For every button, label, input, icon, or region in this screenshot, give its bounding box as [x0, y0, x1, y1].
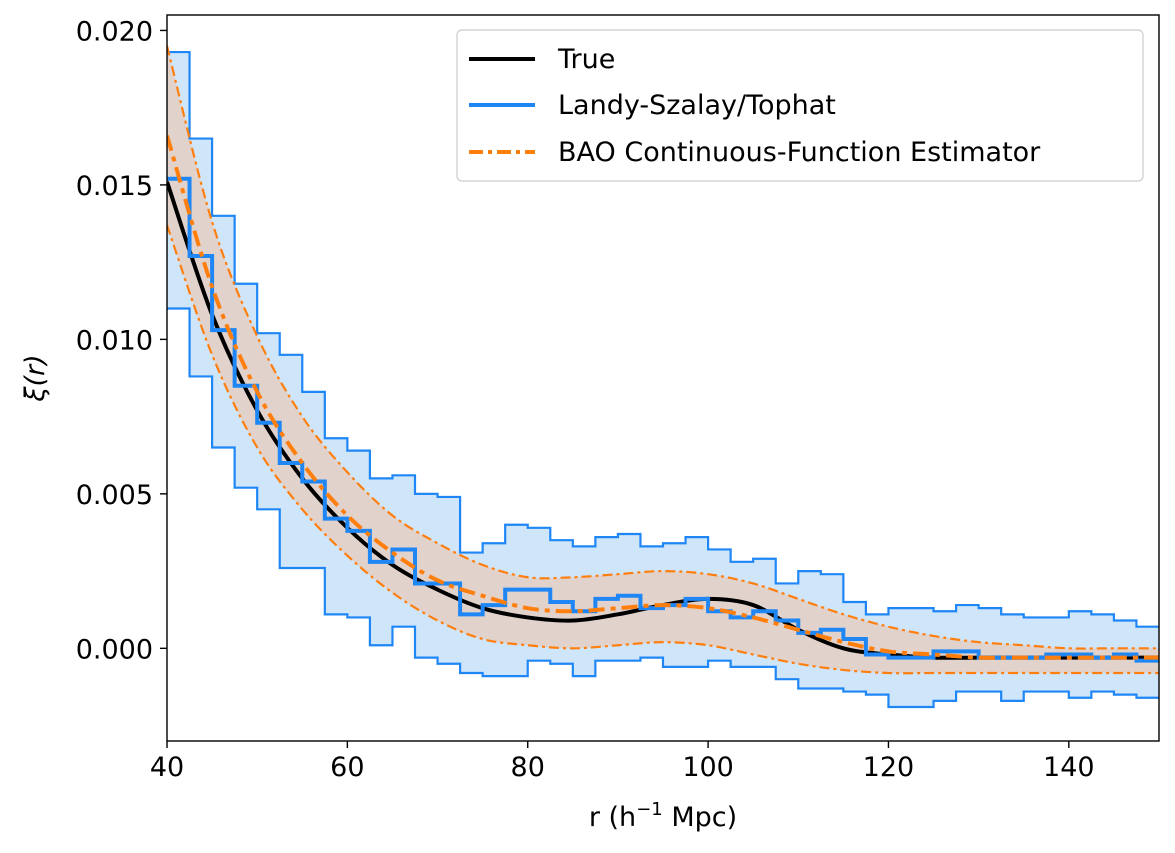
- x-tick-label: 100: [682, 752, 734, 783]
- bao-line: [167, 134, 1159, 660]
- bao-upper-edge: [167, 45, 1159, 650]
- legend-box: [456, 29, 1144, 182]
- x-axis-label-superscript: −1: [636, 799, 663, 820]
- tophat-upper-edge: [167, 50, 1159, 628]
- x-tick-label: 80: [511, 752, 545, 783]
- legend-label-bao: BAO Continuous-Function Estimator: [558, 137, 1041, 168]
- tophat-lower-edge: [167, 307, 1159, 709]
- y-tick-label: 0.000: [76, 634, 153, 665]
- legend-label-true: True: [557, 44, 615, 75]
- bao-lower-edge: [167, 224, 1159, 675]
- y-tick-label: 0.015: [76, 171, 153, 202]
- plot-frame: [166, 14, 1160, 742]
- legend-label-tophat: Landy-Szalay/Tophat: [558, 90, 836, 121]
- x-tick-label: 40: [150, 752, 184, 783]
- y-axis-label: ξ(r): [20, 354, 51, 402]
- legend: True Landy-Szalay/Tophat BAO Continuous-…: [456, 29, 1144, 182]
- x-tick-label: 120: [863, 752, 915, 783]
- x-axis-label: r (h−1 Mpc): [589, 799, 737, 833]
- x-tick-label: 140: [1043, 752, 1095, 783]
- x-tick-label: 60: [330, 752, 364, 783]
- y-tick-label: 0.010: [76, 325, 153, 356]
- y-tick-label: 0.005: [76, 480, 153, 511]
- y-tick-label: 0.020: [76, 16, 153, 47]
- tophat-line: [167, 176, 1159, 663]
